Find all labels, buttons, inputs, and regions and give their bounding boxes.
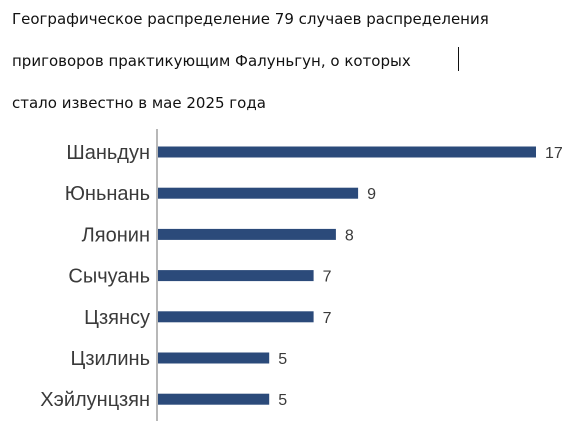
bar-1: [158, 147, 536, 158]
category-label-2: Юньнань: [65, 183, 150, 205]
bar-4: [158, 270, 314, 281]
value-label-5: 7: [323, 310, 332, 327]
category-label-1: Шаньдун: [66, 142, 150, 164]
category-label-5: Цзянсу: [84, 307, 150, 329]
bar-7: [158, 394, 269, 405]
value-label-1: 17: [545, 145, 563, 162]
category-label-4: Сычуань: [68, 266, 150, 288]
value-label-3: 8: [345, 227, 354, 244]
category-label-3: Ляонин: [82, 224, 150, 246]
bar-5: [158, 311, 314, 322]
value-label-6: 5: [278, 351, 287, 368]
value-label-7: 5: [278, 392, 287, 409]
category-label-6: Цзилинь: [71, 348, 150, 370]
bar-2: [158, 188, 358, 199]
value-label-2: 9: [367, 186, 376, 203]
category-label-7: Хэйлунцзян: [40, 389, 150, 411]
bar-6: [158, 353, 269, 364]
value-label-4: 7: [323, 269, 332, 286]
bar-3: [158, 229, 336, 240]
